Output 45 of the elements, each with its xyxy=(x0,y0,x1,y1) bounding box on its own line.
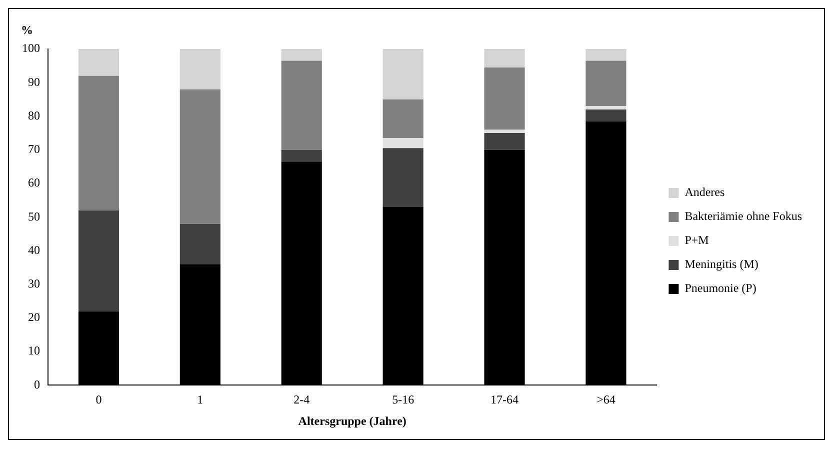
bar xyxy=(78,49,120,76)
y-tick-label: 60 xyxy=(28,176,40,190)
y-axis-title: % xyxy=(21,23,33,38)
x-tick-label: 17-64 xyxy=(490,392,519,407)
y-tick-label: 80 xyxy=(28,108,40,122)
y-tick-label: 40 xyxy=(28,242,40,257)
x-tick-label: 0 xyxy=(96,392,102,407)
bar xyxy=(484,67,525,130)
legend-label: Bakteriämie ohne Fokus xyxy=(684,209,802,224)
y-tick-label: 90 xyxy=(28,74,40,89)
bar xyxy=(281,49,322,61)
legend-label: P+M xyxy=(684,233,710,248)
bar xyxy=(484,49,525,68)
bar xyxy=(586,60,626,106)
y-tick-label: 0 xyxy=(34,377,40,392)
bar xyxy=(281,60,322,150)
x-tick-label: >64 xyxy=(596,392,616,407)
bar xyxy=(382,148,424,208)
bar xyxy=(78,210,120,312)
legend-label: Anderes xyxy=(684,185,726,200)
y-tick-label: 10 xyxy=(28,344,40,358)
x-tick-label: 2-4 xyxy=(294,392,310,407)
legend-label: Meningitis (M) xyxy=(684,257,758,272)
bar xyxy=(484,130,525,134)
y-tick-label: 20 xyxy=(28,310,40,324)
bar xyxy=(586,106,626,110)
x-axis-title: Altersgruppe (Jahre) xyxy=(298,414,406,428)
legend-label: Pneumonie (P) xyxy=(684,281,756,296)
bar xyxy=(484,133,525,150)
y-tick-label: 50 xyxy=(28,209,40,224)
y-tick-label: 70 xyxy=(28,142,40,156)
bar xyxy=(382,49,424,100)
bar xyxy=(382,138,424,148)
bar xyxy=(180,49,220,90)
y-tick-label: 100 xyxy=(22,41,40,56)
bar xyxy=(586,49,626,61)
bar xyxy=(382,99,424,138)
y-tick-label: 30 xyxy=(28,276,40,290)
bar xyxy=(180,89,220,224)
x-tick-label: 1 xyxy=(197,392,204,407)
bar xyxy=(586,110,626,122)
bar xyxy=(281,150,322,162)
x-tick-label: 5-16 xyxy=(392,392,414,407)
bar xyxy=(78,76,120,210)
bar xyxy=(180,224,220,264)
